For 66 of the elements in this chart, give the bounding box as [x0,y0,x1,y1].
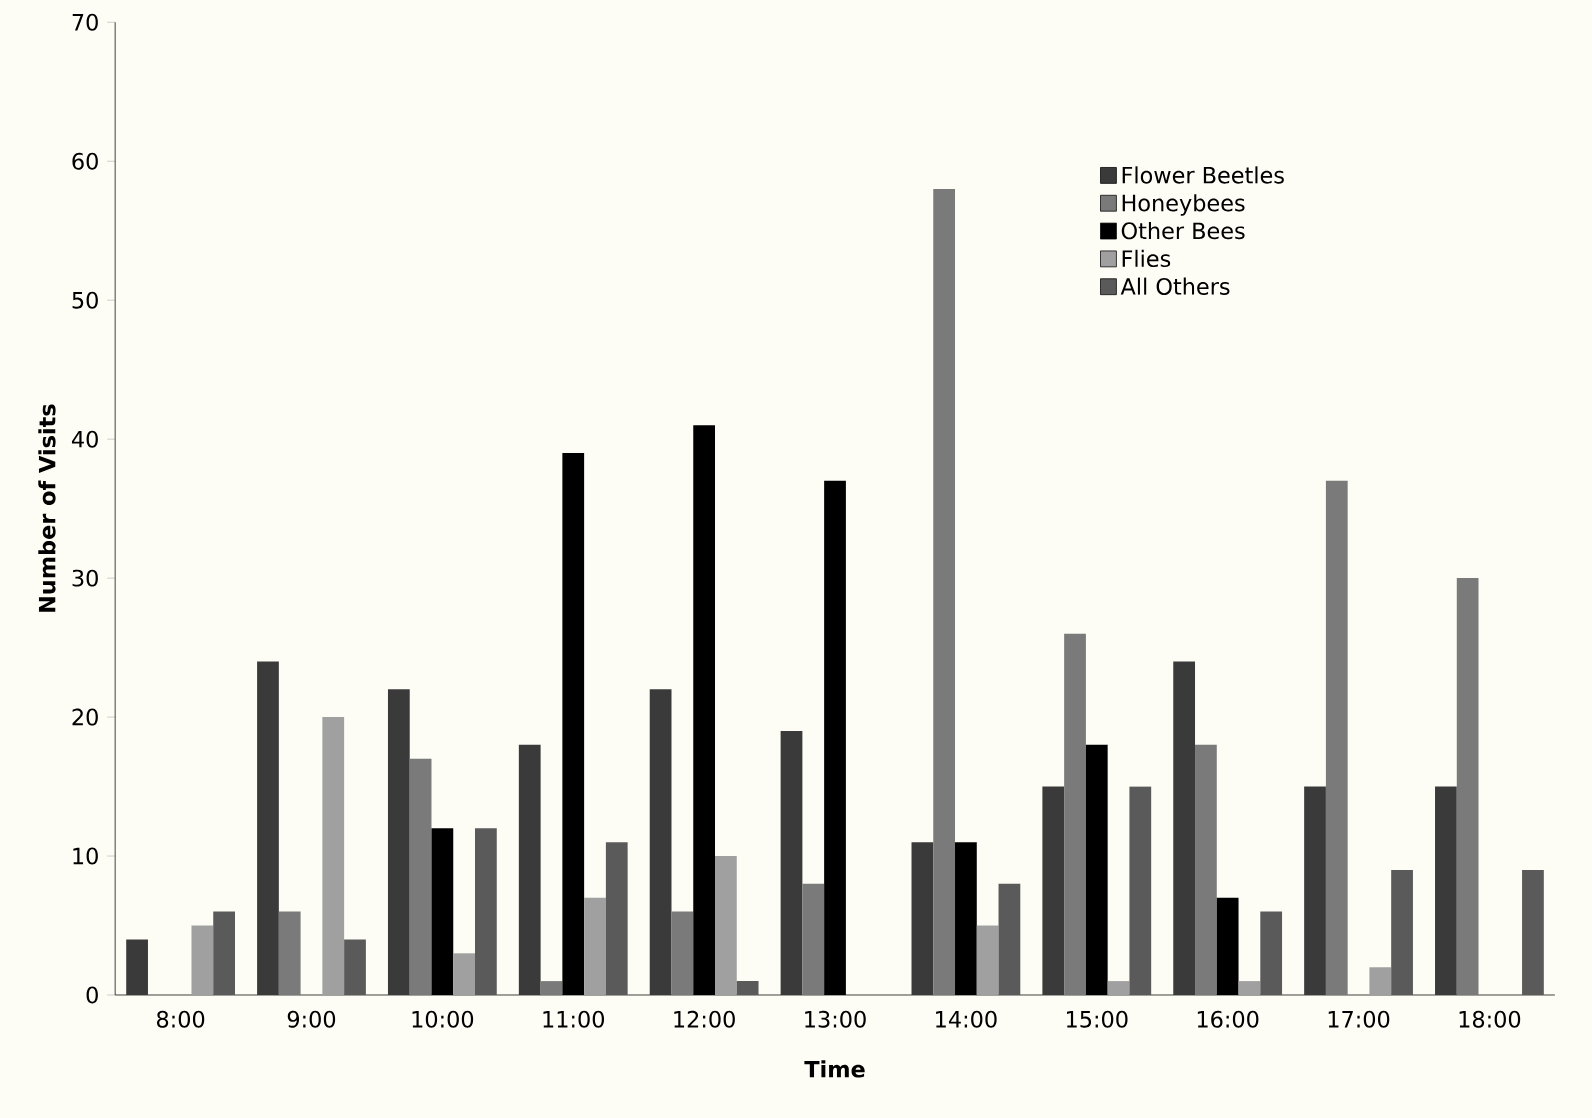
bar [453,953,476,995]
y-tick-label: 30 [72,569,98,587]
bar [387,689,410,995]
bar [1195,744,1217,995]
y-tick-label: 10 [73,847,98,865]
y-tick-label: 40 [71,430,98,448]
bar [1391,869,1413,995]
bar [1042,786,1065,995]
bar [933,189,956,995]
bar [649,689,672,995]
x-tick-label: 16:00 [1197,1010,1259,1028]
bar [1325,480,1348,995]
bar [1260,911,1283,995]
bar [322,717,345,995]
bar [1129,786,1152,995]
bar [344,939,366,995]
bar [409,758,432,995]
bar [1173,661,1196,995]
bar [671,911,694,995]
bar [257,661,279,995]
bar [1522,869,1544,995]
bar [998,883,1021,995]
x-tick-label: 8:00 [156,1010,205,1028]
bar [715,855,737,995]
x-tick-label: 12:00 [674,1010,735,1028]
bar [780,730,803,995]
bar [976,925,999,995]
x-tick-label: 11:00 [543,1010,604,1028]
y-tick-label: 60 [72,152,98,170]
bar [1238,981,1261,995]
x-tick-label: 17:00 [1328,1010,1390,1028]
bar [1435,786,1457,995]
y-tick-label: 0 [86,986,98,1004]
y-axis-title: Number of Visits [38,404,56,612]
y-tick-label: 70 [72,13,98,31]
legend-label: All Others [1120,277,1230,295]
bar [126,939,148,995]
bar [1369,967,1392,995]
bar [518,744,541,995]
x-tick-label: 18:00 [1459,1010,1521,1028]
bar [1107,981,1130,995]
bar [540,981,563,995]
bar [736,981,759,995]
legend-label: Other Bees [1121,221,1245,240]
x-tick-label: 14:00 [936,1010,997,1028]
legend-label: Flies [1122,249,1171,268]
bar [584,897,606,995]
x-axis-title: Time [804,1060,865,1078]
bar [1456,578,1479,995]
bar [278,911,301,995]
x-tick-label: 15:00 [1066,1010,1128,1028]
bar [605,842,628,995]
legend-label: Flower Beetles [1122,166,1284,184]
bar [191,925,214,995]
bar [213,911,235,995]
y-tick-label: 50 [72,291,98,309]
bar [475,828,497,995]
bar [911,842,934,995]
legend-label: Honeybees [1122,194,1245,216]
y-tick-label: 20 [72,708,98,726]
bar [1304,786,1326,995]
bar [1064,633,1086,995]
x-tick-label: 9:00 [287,1010,336,1028]
x-tick-label: 10:00 [412,1010,474,1028]
x-tick-label: 13:00 [805,1010,866,1028]
bar [802,883,825,995]
